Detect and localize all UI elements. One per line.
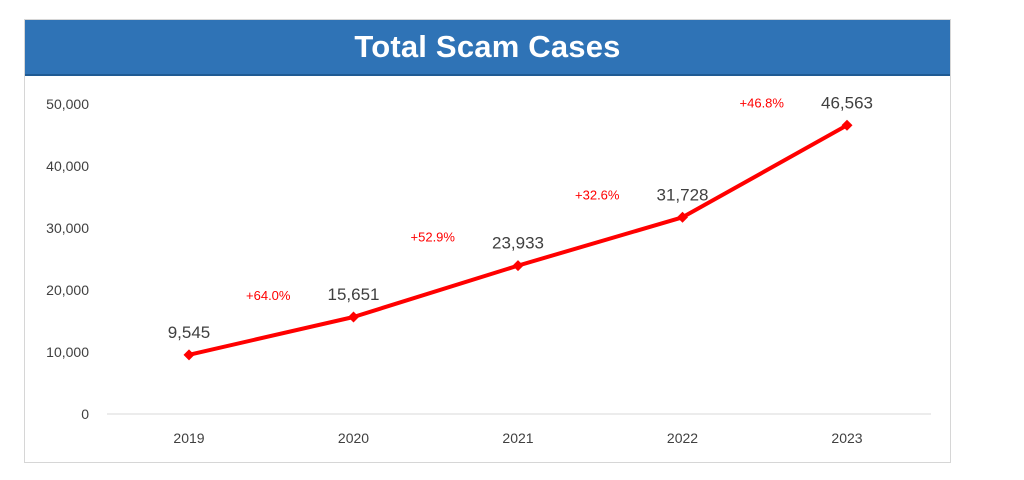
x-tick-label: 2020: [338, 430, 369, 446]
series-markers: [183, 119, 853, 361]
x-axis-ticks: 2019 2020 2021 2022 2023: [173, 430, 862, 446]
y-tick-label: 30,000: [46, 220, 89, 236]
y-tick-label: 50,000: [46, 96, 89, 112]
data-label: 15,651: [328, 285, 380, 304]
data-point-marker: [677, 211, 688, 223]
growth-labels: +64.0% +52.9% +32.6% +46.8%: [246, 95, 784, 303]
growth-label: +52.9%: [411, 229, 456, 244]
data-label: 23,933: [492, 234, 544, 253]
data-label: 9,545: [168, 323, 211, 342]
y-tick-label: 0: [81, 406, 89, 422]
data-point-marker: [841, 119, 853, 131]
x-tick-label: 2023: [831, 430, 862, 446]
data-point-marker: [348, 311, 359, 323]
data-point-marker: [183, 349, 195, 361]
growth-label: +64.0%: [246, 288, 291, 303]
growth-label: +32.6%: [575, 187, 620, 202]
chart-frame: Total Scam Cases: [24, 19, 951, 463]
data-label: 31,728: [657, 185, 709, 204]
data-label: 46,563: [821, 93, 873, 112]
chart-title-bar: Total Scam Cases: [25, 20, 950, 76]
growth-label: +46.8%: [740, 95, 785, 110]
y-axis-ticks: 0 10,000 20,000 30,000 40,000 50,000: [46, 96, 89, 422]
y-tick-label: 40,000: [46, 158, 89, 174]
y-tick-label: 10,000: [46, 344, 89, 360]
data-labels: 9,545 15,651 23,933 31,728 46,563: [168, 93, 873, 342]
x-tick-label: 2021: [502, 430, 533, 446]
x-tick-label: 2019: [173, 430, 204, 446]
chart-title: Total Scam Cases: [354, 29, 621, 64]
data-point-marker: [512, 260, 524, 272]
x-tick-label: 2022: [667, 430, 698, 446]
y-tick-label: 20,000: [46, 282, 89, 298]
